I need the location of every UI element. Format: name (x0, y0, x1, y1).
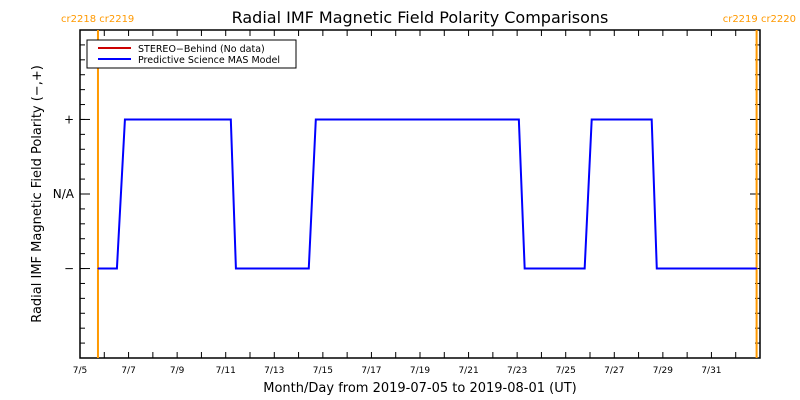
data-point (756, 268, 758, 270)
series-line-mas-model (97, 118, 757, 270)
legend: STEREO−Behind (No data)Predictive Scienc… (86, 39, 297, 69)
chart-title: Radial IMF Magnetic Field Polarity Compa… (232, 8, 609, 27)
y-axis-label: Radial IMF Magnetic Field Polarity (−,+) (30, 65, 45, 323)
data-point (651, 118, 653, 120)
data-point (97, 268, 99, 270)
carrington-marker-label: cr2219 cr2220 (723, 14, 796, 25)
x-tick-label: 7/23 (507, 366, 527, 376)
data-point (315, 118, 317, 120)
y-tick-label: + (64, 112, 74, 126)
data-point (656, 268, 658, 270)
legend-label: Predictive Science MAS Model (138, 55, 280, 66)
carrington-marker-label: cr2218 cr2219 (61, 14, 134, 25)
x-tick-label: 7/11 (216, 366, 236, 376)
x-tick-label: 7/21 (458, 366, 478, 376)
data-point (518, 118, 520, 120)
data-point (124, 118, 126, 120)
x-tick-label: 7/29 (653, 366, 673, 376)
x-axis-label: Month/Day from 2019-07-05 to 2019-08-01 … (263, 381, 576, 396)
plot-frame (79, 29, 761, 359)
data-point (230, 118, 232, 120)
x-tick-label: 7/9 (170, 366, 185, 376)
x-tick-label: 7/13 (264, 366, 284, 376)
data-point (584, 268, 586, 270)
x-tick-label: 7/17 (361, 366, 381, 376)
data-point (308, 268, 310, 270)
x-tick-label: 7/5 (73, 366, 87, 376)
legend-box (86, 39, 297, 69)
x-tick-label: 7/31 (701, 366, 721, 376)
legend-label: STEREO−Behind (No data) (138, 44, 265, 55)
x-tick-label: 7/25 (556, 366, 576, 376)
data-point (235, 268, 237, 270)
x-tick-label: 7/7 (121, 366, 135, 376)
data-point (524, 268, 526, 270)
x-tick-label: 7/19 (410, 366, 430, 376)
y-tick-label: N/A (53, 187, 75, 201)
y-tick-label: − (64, 262, 74, 276)
data-point (116, 268, 118, 270)
x-tick-label: 7/15 (313, 366, 333, 376)
data-point (591, 118, 593, 120)
x-tick-label: 7/27 (604, 366, 624, 376)
